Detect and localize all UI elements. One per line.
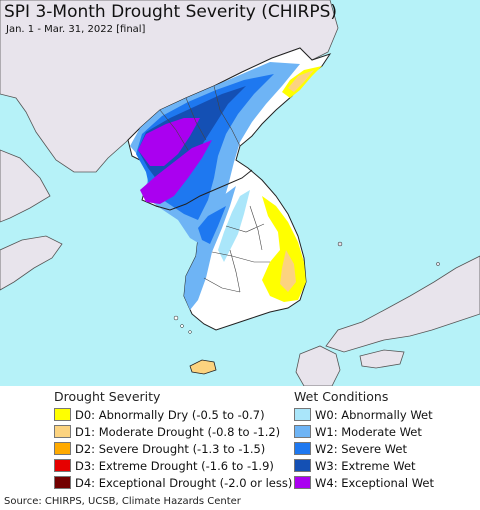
japan-shikoku (359, 349, 405, 369)
wet-legend-list: W0: Abnormally Wet W1: Moderate Wet W2: … (294, 406, 434, 491)
legend-label-d2: D2: Severe Drought (-1.3 to -1.5) (75, 441, 266, 456)
shandong-peninsula (0, 235, 63, 291)
legend-item-w2: W2: Severe Wet (294, 440, 434, 457)
source-credit: Source: CHIRPS, UCSB, Climate Hazards Ce… (4, 496, 241, 507)
swatch-d2 (54, 442, 71, 455)
admin-borders (159, 85, 270, 293)
japan-kyushu (295, 345, 341, 386)
legend-item-w3: W3: Extreme Wet (294, 457, 434, 474)
legend-item-d1: D1: Moderate Drought (-0.8 to -1.2) (54, 423, 292, 440)
legend-item-d0: D0: Abnormally Dry (-0.5 to -0.7) (54, 406, 292, 423)
swatch-d0 (54, 408, 71, 421)
legend-item-w4: W4: Exceptional Wet (294, 474, 434, 491)
swatch-d3 (54, 459, 71, 472)
japan-honshu (325, 255, 480, 353)
swatch-d1 (54, 425, 71, 438)
legend-label-d1: D1: Moderate Drought (-0.8 to -1.2) (75, 424, 281, 439)
w1-moderate-wet-south (184, 186, 236, 310)
legend-item-d4: D4: Exceptional Drought (-2.0 or less) (54, 474, 292, 491)
w2-severe-wet-south (198, 206, 226, 244)
legend-label-w2: W2: Severe Wet (315, 441, 407, 456)
liaodong-coast (0, 149, 51, 223)
swatch-w4 (294, 476, 311, 489)
southwest-island (173, 315, 179, 321)
dmz-border (155, 169, 253, 211)
w4-exceptional-wet-north (138, 118, 200, 166)
swatch-w0 (294, 408, 311, 421)
d1-moderate-drought-east (280, 250, 296, 292)
southwest-island (180, 324, 184, 328)
map-canvas (0, 0, 480, 386)
legend-label-w4: W4: Exceptional Wet (315, 475, 434, 490)
drought-map: SPI 3-Month Drought Severity (CHIRPS) Ja… (0, 0, 480, 386)
southwest-island (188, 330, 192, 334)
legend-item-w0: W0: Abnormally Wet (294, 406, 434, 423)
ulleung-island (337, 241, 343, 247)
swatch-d4 (54, 476, 71, 489)
legend-item-w1: W1: Moderate Wet (294, 423, 434, 440)
drought-legend-list: D0: Abnormally Dry (-0.5 to -0.7) D1: Mo… (54, 406, 292, 491)
legend-label-w0: W0: Abnormally Wet (315, 407, 433, 422)
jeju-island (189, 359, 217, 375)
swatch-w3 (294, 459, 311, 472)
page-title: SPI 3-Month Drought Severity (CHIRPS) (4, 2, 338, 22)
legend-label-d0: D0: Abnormally Dry (-0.5 to -0.7) (75, 407, 265, 422)
legend: Drought Severity D0: Abnormally Dry (-0.… (0, 386, 480, 490)
legend-label-d4: D4: Exceptional Drought (-2.0 or less) (75, 475, 293, 490)
legend-label-w1: W1: Moderate Wet (315, 424, 422, 439)
w0-abnormally-wet-south (218, 190, 250, 262)
legend-item-d3: D3: Extreme Drought (-1.6 to -1.9) (54, 457, 292, 474)
legend-label-w3: W3: Extreme Wet (315, 458, 416, 473)
w4-exceptional-wet-west (140, 140, 212, 204)
drought-legend-title: Drought Severity (54, 389, 161, 404)
date-range: Jan. 1 - Mar. 31, 2022 [final] (6, 24, 146, 35)
d1-moderate-drought-northeast (288, 70, 314, 92)
small-island (436, 262, 440, 266)
legend-label-d3: D3: Extreme Drought (-1.6 to -1.9) (75, 458, 274, 473)
wet-legend-title: Wet Conditions (294, 389, 389, 404)
swatch-w1 (294, 425, 311, 438)
swatch-w2 (294, 442, 311, 455)
legend-item-d2: D2: Severe Drought (-1.3 to -1.5) (54, 440, 292, 457)
